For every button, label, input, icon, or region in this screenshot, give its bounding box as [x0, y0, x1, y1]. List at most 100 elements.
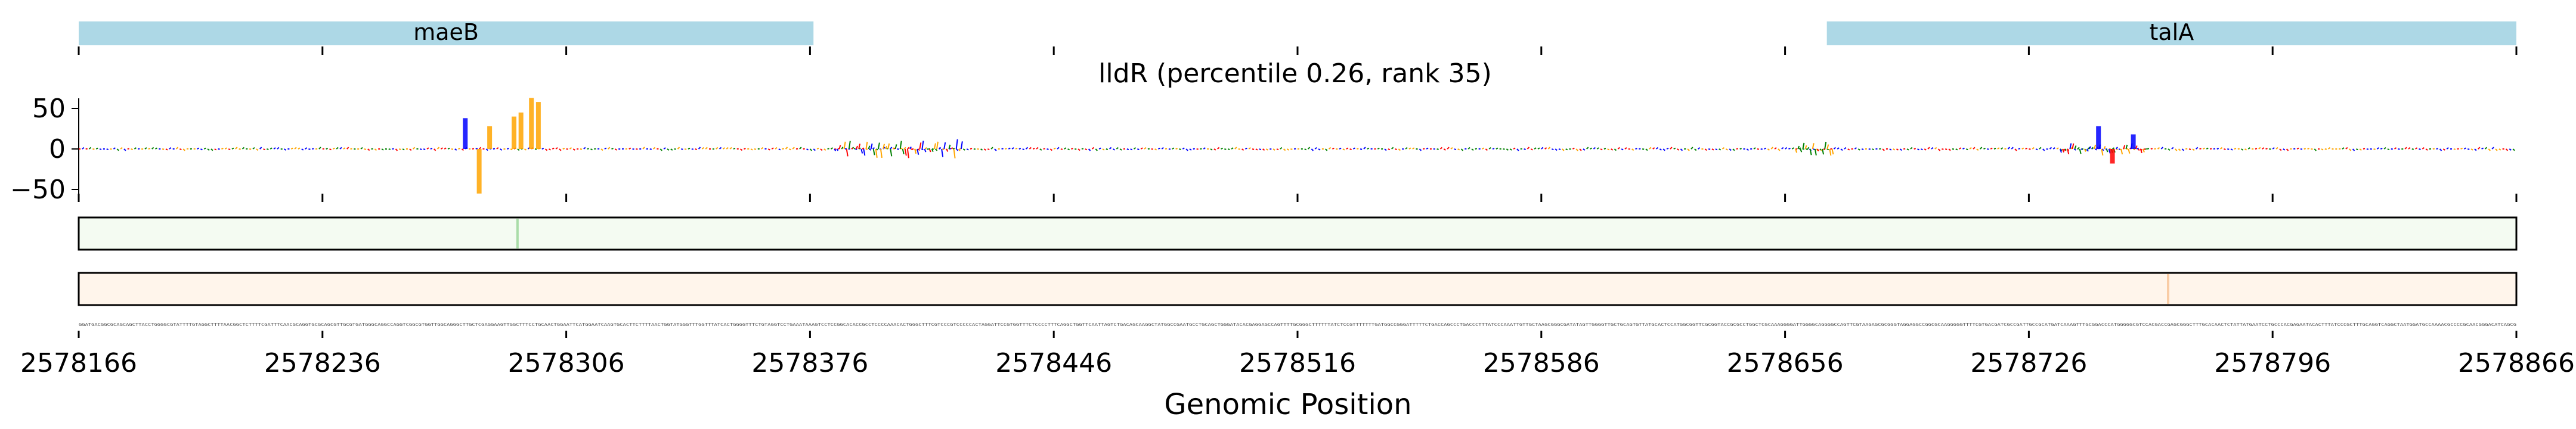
baseline-mark	[478, 147, 482, 150]
baseline-mark	[1631, 148, 1634, 151]
baseline-mark	[739, 148, 743, 151]
baseline-mark	[1719, 148, 1722, 151]
baseline-mark	[458, 148, 460, 150]
baseline-mark	[1259, 148, 1262, 151]
baseline-mark	[2495, 148, 2498, 151]
baseline-mark	[907, 147, 910, 150]
baseline-mark	[290, 147, 293, 150]
baseline-mark	[1844, 147, 1847, 150]
noise-mark	[860, 148, 863, 154]
baseline-mark	[1603, 148, 1606, 150]
baseline-mark	[451, 148, 454, 150]
baseline-mark	[2474, 148, 2477, 151]
baseline-mark	[2029, 148, 2031, 150]
baseline-mark	[1593, 147, 1596, 150]
baseline-mark	[151, 147, 154, 150]
baseline-mark	[691, 148, 694, 150]
noise-mark	[2140, 148, 2142, 154]
baseline-mark	[844, 148, 847, 150]
baseline-mark	[165, 148, 168, 151]
baseline-mark	[2049, 147, 2052, 150]
baseline-mark	[2157, 147, 2160, 150]
baseline-mark	[1899, 148, 1902, 151]
x-tick-label: 2578166	[20, 348, 137, 378]
baseline-mark	[162, 148, 165, 150]
baseline-mark	[990, 147, 993, 150]
baseline-mark	[423, 148, 426, 151]
baseline-mark	[813, 148, 816, 151]
baseline-mark	[1210, 148, 1213, 151]
baseline-mark	[2255, 148, 2258, 150]
baseline-mark	[2314, 148, 2317, 151]
baseline-mark	[2463, 147, 2466, 150]
baseline-mark	[1447, 147, 1450, 150]
noise-mark	[2128, 148, 2131, 154]
noise-mark	[836, 148, 839, 151]
noise-mark	[858, 143, 861, 150]
baseline-mark	[346, 147, 349, 150]
x-tick-label: 2578586	[1483, 348, 1600, 378]
baseline-mark	[1467, 147, 1470, 150]
baseline-mark	[259, 147, 262, 150]
baseline-mark	[1823, 148, 1826, 151]
baseline-mark	[569, 147, 572, 150]
baseline-mark	[716, 147, 719, 150]
baseline-mark	[1262, 148, 1265, 151]
noise-mark	[2116, 147, 2118, 150]
series-peak	[463, 118, 468, 149]
baseline-mark	[2411, 148, 2414, 150]
baseline-mark	[231, 147, 234, 150]
baseline-mark	[1015, 147, 1018, 150]
series-peak	[535, 102, 541, 149]
baseline-mark	[1095, 148, 1098, 151]
noise-mark	[2064, 148, 2067, 151]
baseline-mark	[510, 148, 513, 151]
baseline-mark	[1555, 148, 1558, 151]
baseline-mark	[454, 148, 457, 151]
x-tick-label: 2578516	[1239, 348, 1356, 378]
baseline-mark	[1680, 148, 1683, 151]
series-peak	[2131, 134, 2136, 149]
baseline-mark	[1861, 148, 1864, 150]
baseline-mark	[2460, 147, 2463, 150]
baseline-mark	[1276, 148, 1279, 151]
baseline-mark	[395, 148, 398, 151]
baseline-mark	[2442, 148, 2445, 151]
baseline-mark	[2439, 148, 2442, 151]
baseline-mark	[681, 148, 683, 150]
baseline-mark	[2150, 148, 2153, 150]
baseline-mark	[1053, 147, 1056, 150]
baseline-mark	[2328, 147, 2331, 150]
baseline-mark	[1001, 148, 1004, 150]
baseline-mark	[761, 147, 764, 150]
baseline-mark	[1043, 148, 1045, 150]
noise-mark	[1829, 148, 1832, 156]
baseline-mark	[788, 148, 791, 151]
baseline-mark	[1732, 148, 1735, 151]
baseline-mark	[1286, 148, 1290, 151]
heatmap-hotspot	[516, 219, 519, 248]
baseline-mark	[1126, 148, 1129, 151]
baseline-mark	[2213, 148, 2216, 150]
baseline-mark	[1624, 147, 1627, 150]
x-tick-label: 2578656	[1727, 348, 1844, 378]
gene-label: maeB	[413, 19, 479, 45]
baseline-mark	[809, 148, 813, 151]
x-tick-label: 2578236	[264, 348, 381, 378]
baseline-mark	[555, 147, 558, 150]
baseline-mark	[695, 148, 698, 151]
baseline-mark	[1513, 147, 1516, 150]
baseline-mark	[1942, 148, 1944, 150]
baseline-mark	[1704, 148, 1707, 151]
baseline-mark	[1360, 148, 1363, 150]
plot-x-ticks	[78, 194, 2518, 202]
noise-mark	[902, 148, 905, 154]
noise-mark	[890, 148, 893, 157]
baseline-mark	[1085, 148, 1088, 151]
baseline-mark	[1579, 148, 1582, 151]
baseline-mark	[1098, 147, 1101, 150]
baseline-mark	[1649, 147, 1652, 150]
baseline-mark	[719, 147, 722, 150]
baseline-mark	[862, 147, 865, 150]
baseline-mark	[1005, 148, 1007, 150]
